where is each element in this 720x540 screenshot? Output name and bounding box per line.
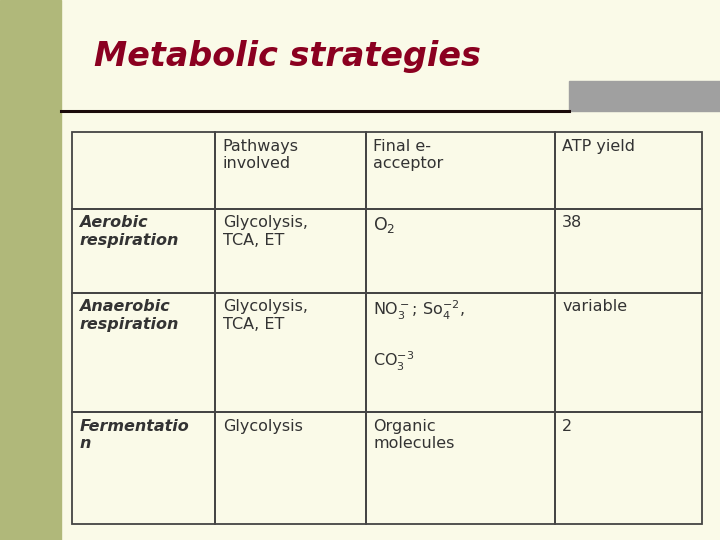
Bar [72, 412, 215, 524]
Text: Final e-
acceptor: Final e- acceptor [373, 139, 444, 171]
Bar [215, 132, 366, 208]
Text: 38: 38 [562, 215, 582, 230]
Bar [0, 0, 61, 540]
Text: $\mathregular{CO_3^{-3}}$: $\mathregular{CO_3^{-3}}$ [373, 349, 415, 373]
Text: Pathways
involved: Pathways involved [222, 139, 299, 171]
Bar [366, 208, 555, 293]
Text: $\mathregular{O_2}$: $\mathregular{O_2}$ [373, 215, 395, 235]
Bar [72, 132, 215, 208]
Text: ATP yield: ATP yield [562, 139, 635, 154]
Text: Metabolic strategies: Metabolic strategies [94, 40, 480, 73]
Bar [555, 132, 702, 208]
Bar [72, 208, 215, 293]
Bar [555, 412, 702, 524]
Bar [569, 81, 720, 111]
Bar [366, 412, 555, 524]
Text: Anaerobic
respiration: Anaerobic respiration [79, 299, 179, 332]
Text: 2: 2 [562, 418, 572, 434]
Bar [366, 293, 555, 412]
Bar [72, 293, 215, 412]
Text: Glycolysis,
TCA, ET: Glycolysis, TCA, ET [222, 215, 307, 247]
Text: Glycolysis: Glycolysis [222, 418, 302, 434]
Bar [555, 208, 702, 293]
Bar [366, 132, 555, 208]
Bar [215, 208, 366, 293]
Text: Organic
molecules: Organic molecules [373, 418, 454, 451]
Bar [215, 412, 366, 524]
Text: variable: variable [562, 299, 627, 314]
Text: Glycolysis,
TCA, ET: Glycolysis, TCA, ET [222, 299, 307, 332]
Text: Fermentatio
n: Fermentatio n [79, 418, 189, 451]
Text: Aerobic
respiration: Aerobic respiration [79, 215, 179, 247]
Bar [555, 293, 702, 412]
Bar [215, 293, 366, 412]
Text: $\mathregular{NO_3^-}$; $\mathregular{So_4^{-2}}$,: $\mathregular{NO_3^-}$; $\mathregular{So… [373, 299, 465, 322]
